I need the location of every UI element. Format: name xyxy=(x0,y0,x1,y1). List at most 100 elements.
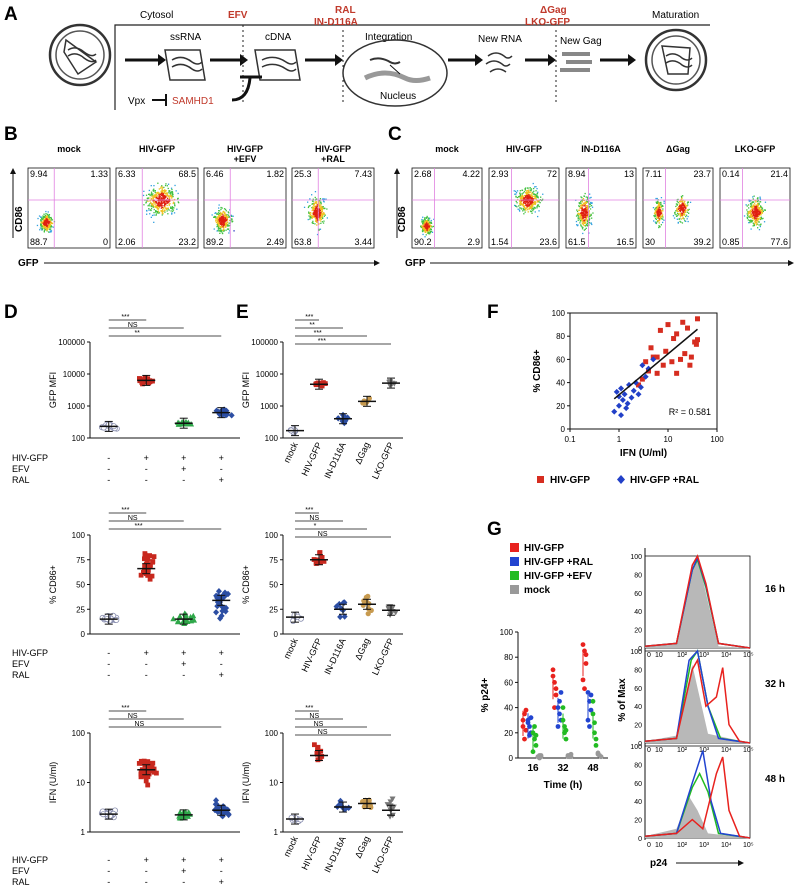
c-event-0 xyxy=(425,224,427,226)
c-event-1 xyxy=(522,203,524,206)
c-event-2 xyxy=(580,225,582,227)
c-event-1 xyxy=(522,204,524,206)
d-mfi-point-1 xyxy=(140,381,145,387)
b-event-3 xyxy=(324,207,326,210)
d-cd86-point-1 xyxy=(138,572,144,578)
b-event-1 xyxy=(157,208,159,210)
c-event-2 xyxy=(584,216,587,219)
d-cd86-point-3 xyxy=(219,607,226,615)
c-event-4 xyxy=(751,212,754,214)
b-event-2 xyxy=(227,216,229,218)
label-vpx: Vpx xyxy=(128,96,145,107)
g-yticklabel: 80 xyxy=(504,653,513,662)
c-event-0 xyxy=(422,226,424,228)
c-event-1 xyxy=(535,190,537,192)
c-event-4 xyxy=(754,210,756,212)
b-event-3 xyxy=(321,212,323,214)
b-q-lr-1: 23.2 xyxy=(178,237,196,247)
b-event-3 xyxy=(311,212,313,214)
b-event-1 xyxy=(158,188,160,190)
c-event-1 xyxy=(532,208,535,210)
c-event-0 xyxy=(424,218,426,221)
c-event-4 xyxy=(757,220,759,222)
c-event-1 xyxy=(537,215,539,218)
b-event-3 xyxy=(316,218,318,220)
g-point-1 xyxy=(558,690,564,695)
b-event-2 xyxy=(224,217,227,219)
c-title-3: ΔGag xyxy=(666,144,690,154)
b-event-1 xyxy=(155,210,157,212)
d-rowvalue-0-1: + xyxy=(144,648,149,658)
c-event-2 xyxy=(587,225,589,227)
b-event-1 xyxy=(157,212,159,214)
d-ifn-point-2 xyxy=(176,814,183,821)
f-point-hiv xyxy=(635,382,641,388)
f-point-hiv xyxy=(657,327,663,333)
b-event-3 xyxy=(320,206,322,208)
c-event-3 xyxy=(687,220,689,223)
b-event-3 xyxy=(320,207,322,210)
c-event-3 xyxy=(675,214,677,216)
c-event-4 xyxy=(758,212,761,214)
c-event-0 xyxy=(422,219,425,221)
c-event-3 xyxy=(660,201,662,204)
b-event-0 xyxy=(41,226,44,228)
c-event-1 xyxy=(527,198,529,200)
c-event-0 xyxy=(428,222,430,224)
b-event-1 xyxy=(153,212,155,214)
c-event-4 xyxy=(750,216,753,218)
b-event-2 xyxy=(217,213,219,215)
c-event-1 xyxy=(515,193,517,195)
d-ifn-point-1 xyxy=(151,769,157,775)
c-event-4 xyxy=(759,197,761,199)
b-event-0 xyxy=(45,213,47,215)
b-event-1 xyxy=(163,186,165,189)
d-cd86-point-1 xyxy=(151,554,157,559)
d-cd86-point-2 xyxy=(170,615,177,622)
b-event-2 xyxy=(224,215,226,217)
c-event-3 xyxy=(686,202,689,204)
d-cd86-point-1 xyxy=(142,556,147,562)
b-event-3 xyxy=(314,223,316,225)
c-event-1 xyxy=(525,207,528,209)
c-event-4 xyxy=(756,223,758,225)
f-point-ral xyxy=(630,387,637,394)
e-ifn-point-1 xyxy=(318,748,324,754)
c-event-3 xyxy=(680,209,682,211)
c-event-1 xyxy=(519,201,521,204)
b-event-1 xyxy=(157,201,160,204)
c-event-1 xyxy=(518,195,520,198)
g-hist-ylabel: % of Max xyxy=(617,678,628,722)
b-event-1 xyxy=(154,194,156,196)
d-ifn-point-1 xyxy=(143,778,149,784)
c-event-3 xyxy=(679,204,681,206)
b-event-1 xyxy=(149,205,151,207)
c-event-1 xyxy=(519,200,522,203)
c-event-0 xyxy=(422,222,424,225)
c-event-1 xyxy=(535,186,537,188)
b-event-1 xyxy=(151,202,153,205)
c-q-ll-2: 61.5 xyxy=(568,237,586,247)
b-event-1 xyxy=(154,206,156,208)
b-event-2 xyxy=(214,212,216,214)
b-event-1 xyxy=(161,206,163,208)
c-q-ll-0: 90.2 xyxy=(414,237,432,247)
c-event-2 xyxy=(581,213,583,215)
c-event-4 xyxy=(751,220,753,222)
b-event-2 xyxy=(218,225,220,227)
c-ylabel: CD86 xyxy=(397,206,408,232)
b-event-2 xyxy=(222,222,224,224)
c-event-0 xyxy=(430,230,433,232)
b-q-lr-0: 0 xyxy=(103,237,108,247)
b-event-1 xyxy=(157,210,159,212)
c-event-3 xyxy=(681,204,683,207)
c-event-3 xyxy=(656,197,658,200)
c-event-2 xyxy=(583,215,585,217)
e-mfi-ylabel: GFP MFI xyxy=(241,372,251,408)
b-event-1 xyxy=(171,197,173,199)
c-event-2 xyxy=(580,215,583,218)
c-event-1 xyxy=(526,207,529,209)
b-event-3 xyxy=(313,216,315,218)
b-event-3 xyxy=(319,228,322,230)
b-event-0 xyxy=(47,214,49,216)
